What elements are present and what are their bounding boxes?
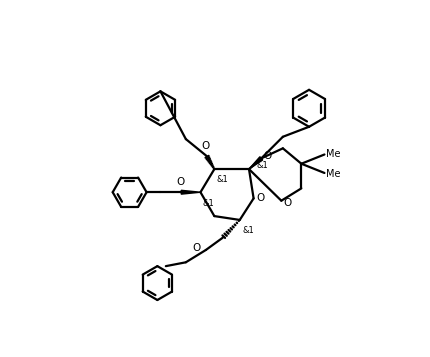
Text: O: O [192,243,200,253]
Text: Me: Me [325,169,340,179]
Text: &1: &1 [202,199,213,208]
Text: O: O [263,151,271,161]
Text: O: O [176,177,184,187]
Text: Me: Me [325,150,340,160]
Text: &1: &1 [256,161,268,170]
Text: &1: &1 [242,226,254,235]
Text: O: O [256,193,264,203]
Polygon shape [181,190,200,194]
Text: &1: &1 [216,175,228,184]
Text: O: O [201,141,209,151]
Polygon shape [249,157,262,169]
Text: O: O [283,198,291,208]
